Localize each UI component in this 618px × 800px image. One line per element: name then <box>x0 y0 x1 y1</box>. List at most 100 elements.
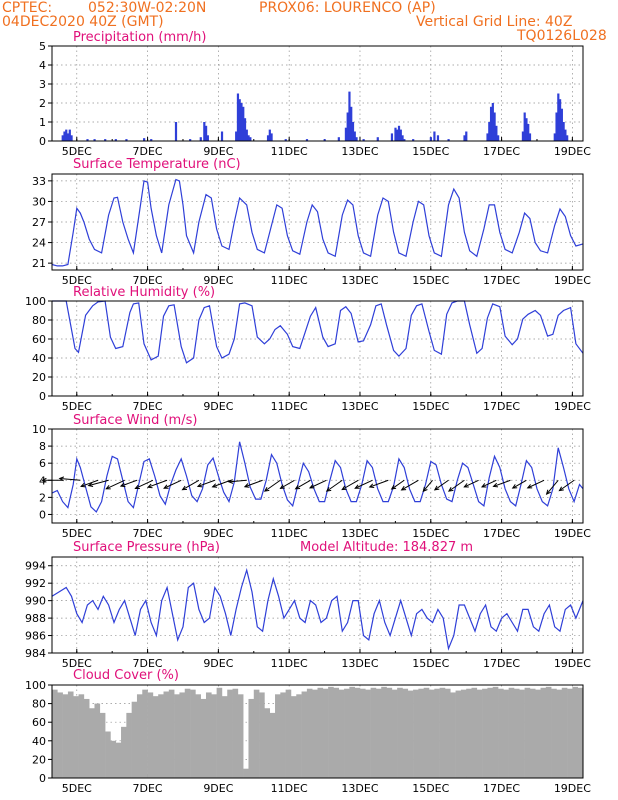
humidity-ytick-label: 80 <box>32 314 46 327</box>
temperature-ytick-label: 33 <box>32 175 46 188</box>
precip-bar <box>495 125 498 141</box>
pressure-ytick-label: 992 <box>25 577 46 590</box>
header-vertical-grid: Vertical Grid Line: 40Z <box>416 14 572 30</box>
precip-bar <box>558 99 562 141</box>
precip-bar <box>488 122 491 141</box>
cloud-bar <box>402 688 409 778</box>
wind-arrow <box>263 479 281 492</box>
temperature-xtick-label: 17DEC <box>483 274 520 287</box>
precip-bar <box>305 139 309 141</box>
humidity-title: Relative Humidity (%) <box>73 285 215 300</box>
temperature-ytick-label: 27 <box>32 216 46 229</box>
cloud-bar <box>359 688 366 778</box>
precip-bar <box>523 112 526 141</box>
precip-bar <box>560 108 563 141</box>
cloud-bar <box>397 687 403 778</box>
cloud-bar <box>434 688 440 778</box>
precip-bar <box>399 129 402 141</box>
pressure-ytick-label: 994 <box>25 560 46 573</box>
header-date: 04DEC2020 40Z (GMT) <box>2 14 164 30</box>
wind-arrow <box>480 479 497 488</box>
precip-bar <box>266 135 270 141</box>
wind-arrow <box>325 479 343 492</box>
cloud-bar <box>237 694 244 778</box>
cloud-bar <box>365 689 371 778</box>
wind-arrow <box>492 479 511 488</box>
cloud-ytick-label: 0 <box>39 772 46 785</box>
cloud-bar <box>259 692 265 778</box>
wind-arrow <box>526 479 545 489</box>
header-station: PROX06: LOURENCO (AP) <box>259 0 436 16</box>
cloud-bar <box>62 694 69 778</box>
cloud-bar <box>253 689 260 778</box>
precip-bar <box>394 127 397 141</box>
precip-bar <box>465 131 468 141</box>
cloud-bar <box>423 687 430 778</box>
wind-title: Surface Wind (m/s) <box>73 413 197 428</box>
cloud-bar <box>121 726 127 778</box>
precip-xtick-label: 7DEC <box>133 145 163 158</box>
precip-bar <box>238 99 241 141</box>
wind-arrow <box>119 479 138 488</box>
pressure-ytick-label: 988 <box>25 612 46 625</box>
cloud-bar <box>126 712 132 778</box>
precip-bar <box>249 137 252 141</box>
cloud-bar <box>476 689 483 778</box>
cloud-bar <box>413 689 419 778</box>
precip-ytick-label: 2 <box>39 97 46 110</box>
wind-arrow <box>558 479 575 492</box>
wind-ytick-label: 2 <box>39 491 46 504</box>
cloud-bar <box>450 692 456 778</box>
precip-ytick-label: 4 <box>39 59 46 72</box>
precip-bar <box>240 103 243 141</box>
precip-bar <box>337 137 340 141</box>
precip-bar <box>93 139 96 141</box>
model-altitude: Model Altitude: 184.827 m <box>300 540 473 555</box>
cloud-bar <box>540 687 547 778</box>
cloud-bar <box>296 694 302 778</box>
precip-bar <box>206 135 209 141</box>
precip-bar <box>553 133 556 141</box>
pressure-xtick-label: 9DEC <box>203 657 233 670</box>
cloud-bar <box>67 691 74 778</box>
precip-bar <box>521 131 525 141</box>
cloud-bar <box>407 690 414 778</box>
precip-bar <box>433 131 436 141</box>
wind-xtick-label: 11DEC <box>271 527 308 540</box>
precip-xtick-label: 9DEC <box>203 145 233 158</box>
wind-arrow <box>80 479 99 488</box>
cloud-bar <box>556 689 563 778</box>
cloud-bar <box>221 696 228 778</box>
wind-xtick-label: 7DEC <box>133 527 163 540</box>
cloud-bar <box>110 740 117 778</box>
precip-bar <box>348 91 351 141</box>
wind-arrow <box>146 479 168 489</box>
precip-bar <box>270 133 273 141</box>
precip-bar <box>390 133 394 141</box>
cloud-bar <box>152 696 159 778</box>
wind-arrow <box>134 479 154 489</box>
cloud-bar <box>354 687 361 778</box>
cloud-bar <box>205 692 212 778</box>
humidity-ytick-label: 60 <box>32 333 46 346</box>
precip-bar <box>355 137 358 141</box>
cloud-bar <box>99 712 106 778</box>
cloud-bar <box>248 698 255 778</box>
precip-bar <box>242 106 245 141</box>
cloud-bar <box>561 687 568 778</box>
wind-arrow <box>433 479 449 491</box>
humidity-ytick-label: 40 <box>32 352 46 365</box>
temperature-panel: 21 24 27 30 33 5DEC 7DEC 9DEC 11DEC 13DEC 15DEC 17D… <box>32 173 591 287</box>
humidity-xtick-label: 5DEC <box>62 400 92 413</box>
precip-ytick-label: 0 <box>39 135 46 148</box>
wind-arrow <box>368 479 389 488</box>
wind-arrow <box>308 479 327 489</box>
precip-bar <box>323 139 326 141</box>
precip-bar <box>65 129 68 141</box>
wind-xtick-label: 15DEC <box>412 527 449 540</box>
cloud-bar <box>136 694 143 778</box>
cloud-bar <box>524 687 531 778</box>
precip-bar <box>68 129 71 141</box>
cloud-bar <box>275 694 281 778</box>
